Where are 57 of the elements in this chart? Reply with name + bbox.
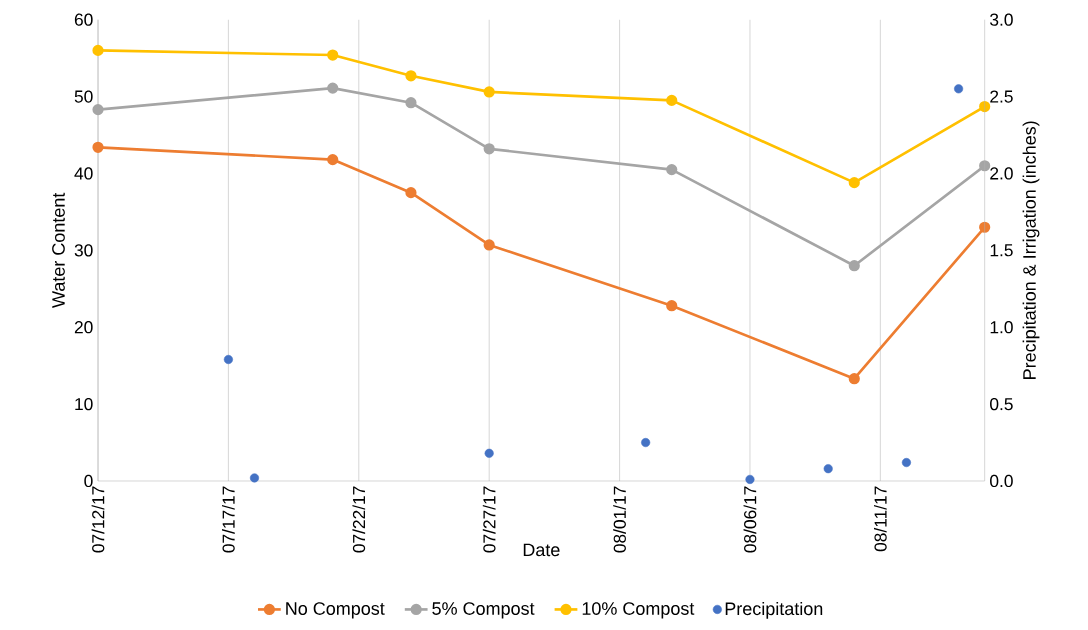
y-tick-label: 20 [74,321,93,334]
point [483,86,495,98]
x-tick-label: 08/11/17 [873,486,887,552]
x-tick-label: 08/06/17 [743,486,757,553]
y2-tick-label: 1.0 [990,321,1013,334]
point [979,100,991,113]
x-tick-label: 07/17/17 [222,486,235,553]
legend-label: 5% Compost [432,602,535,619]
x-tick-label: 07/27/17 [482,486,496,553]
point [223,354,233,365]
point [92,44,104,57]
point [405,97,417,109]
y2-axis-title: Precipitation & Irrigation (inches) [1022,121,1040,379]
y2-tick-label: 2.0 [990,167,1013,180]
y-tick-label: 30 [74,244,93,257]
point [979,160,991,172]
x-tick-label: 07/22/17 [352,486,366,553]
point [848,260,860,272]
point [327,49,339,61]
y2-tick-label: 0.5 [990,397,1013,411]
point [901,458,911,468]
point [666,163,678,176]
x-axis-title: Date [523,543,560,557]
point [666,300,678,312]
point [848,373,860,385]
legend-label: Precipitation [725,601,823,619]
point [327,153,339,166]
point [666,94,678,106]
point [92,104,104,116]
y-tick-label: 0 [84,474,93,488]
point [249,473,260,483]
point [979,221,991,233]
y-tick-label: 40 [74,167,93,180]
point [405,70,417,82]
point [483,143,495,155]
point [405,187,417,199]
legend-label: 10% Compost [582,602,695,619]
y-tick-label: 60 [74,13,93,26]
point [484,448,494,458]
point [327,82,339,94]
y2-tick-label: 1.5 [990,244,1013,257]
point [954,84,964,94]
y-tick-label: 10 [75,397,93,411]
point [641,438,651,448]
y-axis-title: Water Content [52,192,65,308]
x-tick-label: 08/01/17 [613,486,626,553]
y2-tick-label: 2.5 [990,90,1013,103]
point [483,239,495,251]
point [92,141,104,153]
legend-label: No Compost [286,602,385,619]
y2-tick-label: 3.0 [990,13,1013,26]
y-tick-label: 50 [74,90,93,103]
point [745,474,755,484]
point [848,177,860,189]
y2-tick-label: 0.0 [990,474,1013,488]
x-tick-label: 07/12/17 [91,486,105,553]
point [823,464,833,474]
